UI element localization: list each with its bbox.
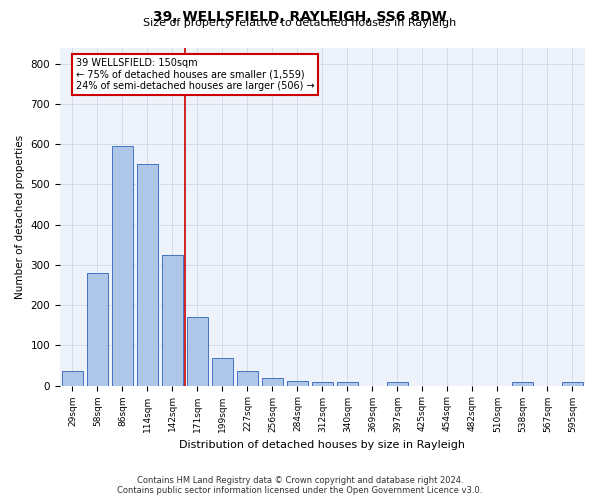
Text: 39, WELLSFIELD, RAYLEIGH, SS6 8DW: 39, WELLSFIELD, RAYLEIGH, SS6 8DW — [153, 10, 447, 24]
Bar — [287, 380, 308, 386]
Bar — [187, 317, 208, 386]
Bar — [162, 255, 183, 386]
Bar — [387, 382, 408, 386]
Bar — [262, 378, 283, 386]
Text: Contains HM Land Registry data © Crown copyright and database right 2024.
Contai: Contains HM Land Registry data © Crown c… — [118, 476, 482, 495]
Bar — [512, 382, 533, 386]
Bar — [562, 382, 583, 386]
Bar — [212, 358, 233, 386]
Bar — [112, 146, 133, 386]
Bar — [87, 273, 108, 386]
Bar — [312, 382, 333, 386]
Bar — [62, 371, 83, 386]
Bar — [337, 382, 358, 386]
Text: Size of property relative to detached houses in Rayleigh: Size of property relative to detached ho… — [143, 18, 457, 28]
Bar — [137, 164, 158, 386]
Bar — [237, 371, 258, 386]
Text: 39 WELLSFIELD: 150sqm
← 75% of detached houses are smaller (1,559)
24% of semi-d: 39 WELLSFIELD: 150sqm ← 75% of detached … — [76, 58, 314, 91]
X-axis label: Distribution of detached houses by size in Rayleigh: Distribution of detached houses by size … — [179, 440, 466, 450]
Y-axis label: Number of detached properties: Number of detached properties — [15, 134, 25, 298]
